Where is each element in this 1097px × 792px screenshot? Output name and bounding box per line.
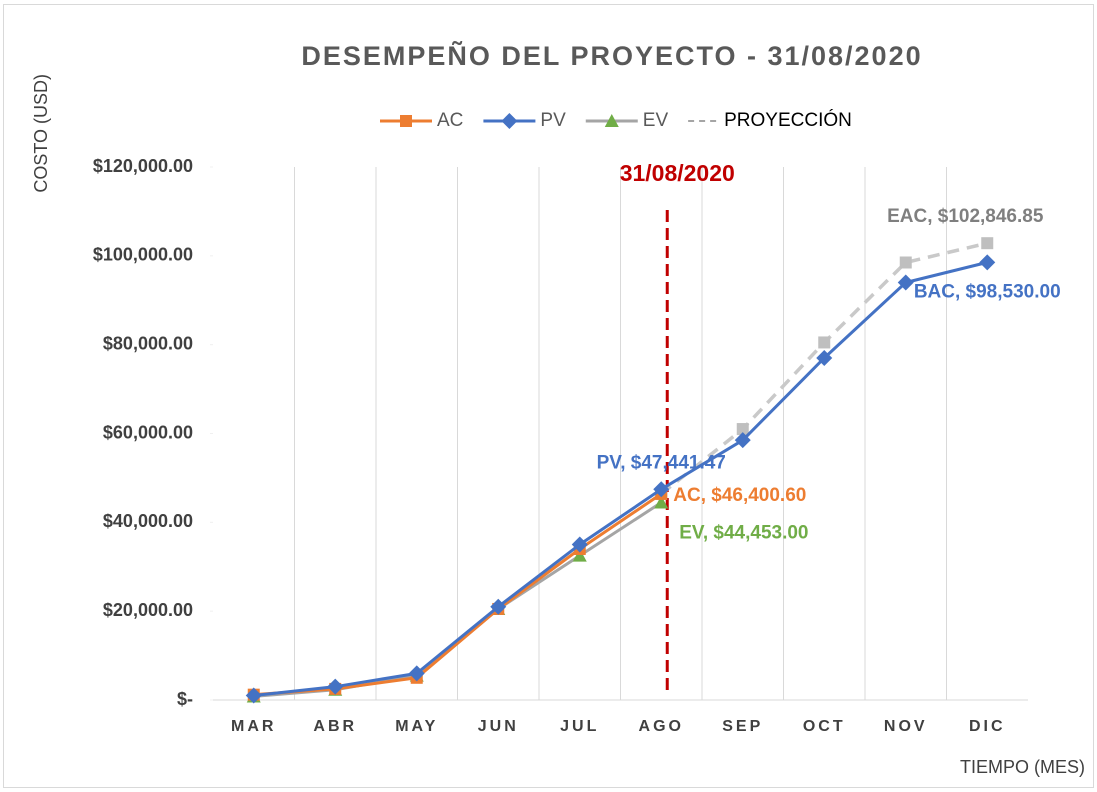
y-tick-label: $100,000.00 (93, 245, 193, 265)
marker-diamond (327, 678, 344, 695)
legend-label: PV (540, 110, 566, 131)
marker-diamond (501, 113, 518, 129)
marker-diamond (408, 665, 425, 682)
legend-label: AC (437, 110, 463, 131)
y-tick-label: $20,000.00 (103, 600, 193, 620)
data-label: PV, $47,441.47 (597, 452, 726, 473)
marker-triangle (654, 495, 669, 509)
marker-square (736, 423, 749, 436)
y-axis-title: COSTO (USD) (31, 74, 51, 193)
marker-square (818, 336, 831, 349)
y-tick-label: $80,000.00 (103, 333, 193, 353)
x-tick-label: DIC (969, 718, 1006, 735)
legend-label: PROYECCIÓN (724, 109, 852, 131)
marker-diamond (816, 349, 833, 366)
x-tick-label: MAR (231, 718, 276, 735)
chart-title: DESEMPEÑO DEL PROYECTO - 31/08/2020 (301, 40, 922, 71)
data-label: EV, $44,453.00 (679, 523, 808, 544)
marker-square (400, 115, 412, 127)
x-tick-label: JUN (478, 718, 519, 735)
data-label: EAC, $102,846.85 (887, 206, 1044, 227)
marker-triangle (604, 114, 619, 127)
x-tick-label: JUL (560, 718, 599, 735)
marker-diamond (571, 536, 588, 553)
series-line (253, 260, 988, 698)
x-tick-label: ABR (313, 718, 357, 735)
marker-square (981, 237, 994, 250)
y-tick-label: $60,000.00 (103, 422, 193, 442)
x-tick-label: AGO (639, 718, 684, 735)
marker-diamond (653, 481, 670, 498)
y-tick-label: $40,000.00 (103, 511, 193, 531)
marker-diamond (897, 274, 914, 291)
data-label: AC, $46,400.60 (673, 485, 806, 506)
marker-diamond (979, 254, 996, 271)
y-tick-label: $120,000.00 (93, 156, 193, 176)
marker-diamond (490, 598, 507, 615)
y-tick-label: $- (177, 689, 193, 709)
marker-diamond (734, 432, 751, 449)
marker-square (899, 256, 912, 269)
marker-triangle (572, 548, 587, 562)
x-tick-label: OCT (803, 718, 846, 735)
legend-label: EV (643, 110, 669, 131)
cutoff-label: 31/08/2020 (620, 160, 735, 186)
chart-border (3, 4, 1094, 788)
data-label: BAC, $98,530.00 (914, 281, 1061, 302)
x-tick-label: SEP (722, 718, 763, 735)
x-tick-label: MAY (395, 718, 438, 735)
series-line (253, 492, 663, 697)
marker-diamond (245, 687, 262, 704)
x-tick-label: NOV (884, 718, 928, 735)
x-axis-title: TIEMPO (MES) (960, 757, 1085, 777)
